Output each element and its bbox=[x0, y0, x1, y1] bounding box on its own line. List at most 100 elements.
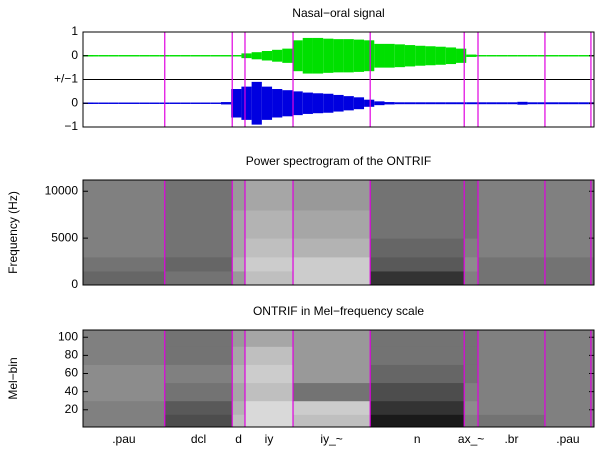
panel: ONTRIF in Mel−frequency scale Mel−bin 20 40… bbox=[6, 304, 595, 428]
heatmap-cell bbox=[544, 382, 595, 402]
heatmap-cell bbox=[164, 210, 233, 239]
heatmap-cell bbox=[164, 238, 233, 258]
waveform-bar bbox=[231, 89, 242, 118]
panel: Nasal−oral signal −1 0 +/−1 0 1 bbox=[54, 6, 595, 133]
heatmap-cell bbox=[478, 364, 546, 384]
waveform-bar bbox=[108, 102, 119, 104]
waveform-bar bbox=[302, 37, 313, 74]
waveform-bar bbox=[302, 92, 313, 114]
heatmap-cell bbox=[478, 330, 546, 347]
waveform-bar bbox=[353, 97, 365, 110]
heatmap-cell bbox=[370, 270, 465, 286]
heatmap-cell bbox=[244, 270, 294, 286]
heatmap-cell bbox=[293, 414, 371, 428]
waveform-bar bbox=[149, 55, 160, 57]
heatmap-cell bbox=[478, 414, 546, 428]
heatmap-cell bbox=[464, 382, 479, 402]
waveform-bar bbox=[425, 46, 436, 66]
heatmap-cell bbox=[164, 382, 233, 402]
waveform-bar bbox=[272, 49, 283, 62]
y-tick-label: 0 bbox=[71, 277, 78, 291]
waveform-bar bbox=[578, 55, 589, 57]
heatmap-cell bbox=[293, 210, 371, 239]
waveform-bar bbox=[435, 102, 446, 105]
heatmap-cell bbox=[83, 346, 166, 365]
heatmap-cell bbox=[370, 330, 465, 347]
waveform-bar bbox=[139, 55, 150, 57]
heatmap-cell bbox=[544, 270, 595, 286]
waveform-bar bbox=[251, 52, 262, 60]
heatmap-cell bbox=[164, 400, 233, 415]
heatmap-cell bbox=[478, 400, 546, 415]
heatmap-cell bbox=[83, 414, 166, 428]
y-tick-label: 10000 bbox=[45, 183, 79, 197]
axes-box bbox=[82, 31, 595, 128]
waveform-bar bbox=[220, 102, 232, 105]
waveform-bar bbox=[343, 39, 354, 73]
heatmap-cell bbox=[244, 238, 294, 258]
y-tick-label: 0 bbox=[71, 95, 78, 109]
waveform-bar bbox=[251, 81, 262, 125]
waveform-bar bbox=[476, 55, 487, 57]
heatmap-cell bbox=[464, 180, 479, 211]
waveform-bar bbox=[323, 38, 334, 73]
heatmap-cell bbox=[544, 330, 595, 347]
waveform-bar bbox=[282, 90, 293, 117]
heatmap-cell bbox=[544, 256, 595, 272]
waveform-bar bbox=[537, 102, 549, 105]
segment-label: dcl bbox=[191, 432, 206, 446]
waveform-bar bbox=[231, 55, 242, 57]
waveform-bar bbox=[323, 93, 334, 113]
heatmap-cell bbox=[478, 180, 546, 211]
waveform-bar bbox=[517, 55, 528, 57]
heatmap-cell bbox=[244, 256, 294, 272]
waveform-bar bbox=[190, 102, 201, 104]
waveform-bar bbox=[333, 39, 344, 73]
axes-box bbox=[82, 179, 595, 286]
heatmap-cell bbox=[464, 270, 479, 286]
y-tick-label: 20 bbox=[65, 402, 79, 416]
heatmap-cell bbox=[244, 414, 294, 428]
waveform-bar bbox=[128, 55, 140, 57]
heatmap-cell bbox=[244, 382, 294, 402]
waveform-bar bbox=[88, 102, 99, 104]
waveform-bar bbox=[466, 54, 477, 57]
heatmap-cell bbox=[293, 270, 371, 286]
heatmap-cell bbox=[232, 270, 246, 286]
waveform-bar bbox=[486, 55, 497, 57]
waveform-bar bbox=[537, 55, 549, 57]
heatmap-cell bbox=[544, 180, 595, 211]
segment-label: n bbox=[414, 432, 421, 446]
waveform-bar bbox=[435, 46, 446, 65]
heatmap-cell bbox=[464, 414, 479, 428]
heatmap-cell bbox=[370, 210, 465, 239]
heatmap-cell bbox=[232, 238, 246, 258]
waveform-bar bbox=[466, 102, 477, 105]
heatmap-cell bbox=[544, 364, 595, 384]
y-tick-label: 5000 bbox=[51, 230, 78, 244]
heatmap-cell bbox=[83, 238, 166, 258]
waveform-bar bbox=[404, 45, 416, 67]
waveform-bar bbox=[476, 102, 487, 105]
waveform-bar bbox=[261, 51, 273, 61]
waveform-bar bbox=[261, 86, 273, 120]
heatmap-cell bbox=[164, 346, 233, 365]
waveform-bar bbox=[180, 102, 191, 104]
heatmap-cell bbox=[232, 330, 246, 347]
waveform-bar bbox=[445, 102, 457, 105]
segment-label: iy bbox=[265, 432, 274, 446]
segment-label: iy_~ bbox=[320, 432, 342, 446]
waveform-bar bbox=[190, 55, 201, 57]
heatmap-cell bbox=[464, 256, 479, 272]
heatmap-cell bbox=[544, 346, 595, 365]
waveform-bar bbox=[527, 55, 538, 57]
panel-title: Power spectrogram of the ONTRIF bbox=[246, 154, 431, 168]
segment-label: .pau bbox=[112, 432, 135, 446]
waveform-bar bbox=[312, 93, 324, 114]
waveform-bar bbox=[384, 43, 395, 68]
heatmap-cell bbox=[244, 330, 294, 347]
heatmap-cell bbox=[370, 414, 465, 428]
waveform-bar bbox=[517, 101, 528, 105]
waveform-bar bbox=[364, 40, 375, 72]
